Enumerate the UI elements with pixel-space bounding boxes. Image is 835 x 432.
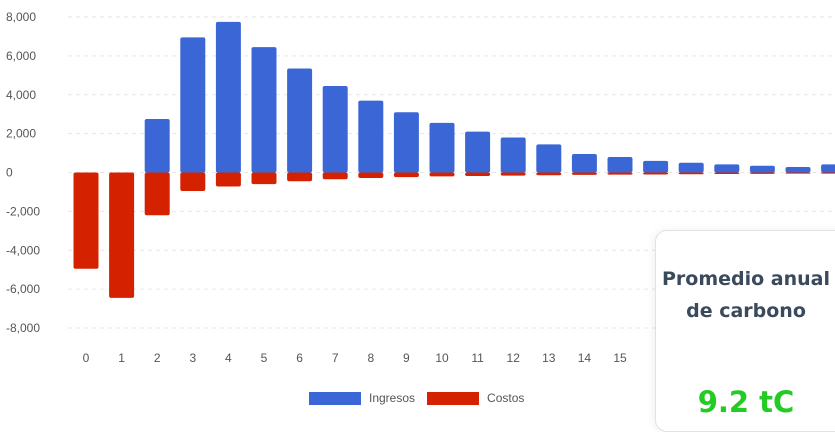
bar-ingresos bbox=[322, 86, 348, 173]
y-tick-label: 0 bbox=[6, 166, 13, 180]
carbon-summary-card: Promedio anual de carbono 9.2 tC bbox=[655, 230, 835, 432]
bar-costos bbox=[465, 172, 491, 176]
y-tick-label: 6,000 bbox=[6, 49, 36, 63]
legend-item-costos[interactable]: Costos bbox=[427, 391, 524, 405]
x-tick-label: 6 bbox=[296, 351, 303, 365]
bar-ingresos bbox=[429, 122, 455, 173]
legend-label-ingresos: Ingresos bbox=[369, 391, 416, 405]
bar-costos bbox=[180, 172, 206, 191]
bar-costos bbox=[73, 172, 99, 269]
bar-ingresos bbox=[144, 119, 170, 173]
bar-costos bbox=[322, 172, 348, 180]
bar-costos bbox=[785, 172, 811, 174]
bar-costos bbox=[144, 172, 170, 216]
y-tick-label: -2,000 bbox=[6, 204, 40, 218]
bar-costos bbox=[571, 172, 597, 175]
bar-ingresos bbox=[180, 37, 206, 173]
y-tick-label: 4,000 bbox=[6, 88, 36, 102]
bar-costos bbox=[749, 172, 775, 174]
card-title: Promedio anual de carbono bbox=[661, 268, 831, 322]
x-tick-label: 7 bbox=[332, 351, 339, 365]
bar-costos bbox=[500, 172, 526, 176]
bar-chart: 8,000 6,000 4,000 2,000 0 -2,000 -4,000 -6,000 -… bbox=[6, 10, 835, 365]
bar-ingresos bbox=[536, 144, 562, 173]
x-tick-label: 1 bbox=[118, 351, 125, 365]
bar-ingresos bbox=[571, 154, 597, 173]
bar-ingresos bbox=[251, 47, 277, 173]
x-tick-label: 10 bbox=[435, 351, 449, 365]
x-tick-label: 11 bbox=[471, 351, 484, 365]
bar-ingresos bbox=[287, 68, 313, 173]
bar-costos bbox=[607, 172, 633, 175]
bar-costos bbox=[714, 172, 740, 175]
bar-ingresos bbox=[678, 162, 704, 173]
bar-ingresos bbox=[607, 156, 633, 173]
bar-ingresos bbox=[821, 164, 835, 173]
bar-ingresos bbox=[643, 160, 669, 173]
bar-costos bbox=[643, 172, 669, 175]
legend-label-costos: Costos bbox=[487, 391, 525, 405]
legend-swatch-costos bbox=[427, 391, 480, 405]
x-tick-label: 2 bbox=[154, 351, 161, 365]
bar-costos bbox=[678, 172, 704, 175]
bar-ingresos bbox=[785, 167, 811, 173]
x-tick-label: 13 bbox=[542, 351, 556, 365]
bar-costos bbox=[429, 172, 455, 177]
bar-ingresos bbox=[749, 165, 775, 173]
bar-ingresos bbox=[358, 100, 384, 173]
bar-ingresos bbox=[215, 21, 241, 173]
x-tick-label: 9 bbox=[403, 351, 410, 365]
x-tick-label: 14 bbox=[578, 351, 592, 365]
bar-ingresos bbox=[500, 137, 526, 173]
x-tick-label: 0 bbox=[83, 351, 90, 365]
chart-legend: Ingresos Costos bbox=[309, 391, 536, 405]
bar-costos bbox=[215, 172, 241, 187]
bar-costos bbox=[393, 172, 419, 178]
x-tick-label: 5 bbox=[261, 351, 268, 365]
x-tick-label: 12 bbox=[507, 351, 521, 365]
y-tick-label: -6,000 bbox=[6, 282, 40, 296]
legend-item-ingresos[interactable]: Ingresos bbox=[309, 391, 415, 405]
y-tick-label: 8,000 bbox=[6, 10, 36, 24]
y-tick-label: -4,000 bbox=[6, 243, 40, 257]
y-tick-label: 2,000 bbox=[6, 127, 36, 141]
card-value: 9.2 tC bbox=[697, 385, 795, 419]
x-tick-label: 3 bbox=[189, 351, 196, 365]
bar-costos bbox=[251, 172, 277, 185]
x-tick-label: 4 bbox=[225, 351, 232, 365]
bar-costos bbox=[358, 172, 384, 178]
bar-costos bbox=[109, 172, 135, 298]
bar-ingresos bbox=[465, 131, 491, 173]
bar-ingresos bbox=[714, 164, 740, 173]
bar-ingresos bbox=[393, 112, 419, 173]
bar-costos bbox=[821, 172, 835, 174]
legend-swatch-ingresos bbox=[309, 391, 361, 405]
x-tick-label: 8 bbox=[367, 351, 374, 365]
x-tick-label: 15 bbox=[613, 351, 627, 365]
bar-costos bbox=[287, 172, 313, 182]
bar-costos bbox=[536, 172, 562, 176]
y-tick-label: -8,000 bbox=[6, 321, 40, 335]
